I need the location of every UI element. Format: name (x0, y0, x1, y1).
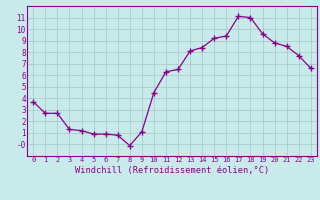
X-axis label: Windchill (Refroidissement éolien,°C): Windchill (Refroidissement éolien,°C) (75, 166, 269, 175)
